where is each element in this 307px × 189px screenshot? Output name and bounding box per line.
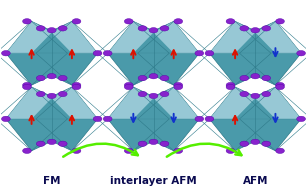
Text: AFM: AFM	[243, 176, 269, 186]
Circle shape	[160, 91, 169, 97]
Circle shape	[58, 91, 67, 97]
Polygon shape	[108, 87, 199, 151]
Circle shape	[47, 139, 56, 145]
Polygon shape	[209, 87, 255, 119]
Circle shape	[262, 26, 271, 31]
Circle shape	[138, 91, 147, 97]
Circle shape	[160, 141, 169, 146]
Circle shape	[124, 84, 133, 90]
Circle shape	[297, 116, 305, 122]
Circle shape	[160, 26, 169, 31]
Circle shape	[276, 148, 284, 153]
Circle shape	[240, 75, 249, 81]
Polygon shape	[154, 21, 199, 53]
Circle shape	[226, 84, 235, 90]
Circle shape	[36, 26, 45, 31]
Circle shape	[124, 82, 133, 88]
Circle shape	[72, 84, 81, 90]
Circle shape	[138, 26, 147, 31]
Circle shape	[276, 19, 284, 24]
Circle shape	[36, 141, 45, 146]
Circle shape	[103, 116, 112, 122]
Circle shape	[47, 28, 56, 33]
Circle shape	[240, 91, 249, 97]
Circle shape	[174, 19, 183, 24]
Polygon shape	[255, 21, 301, 53]
Circle shape	[174, 148, 183, 153]
FancyArrowPatch shape	[63, 144, 138, 157]
Circle shape	[262, 91, 271, 97]
Circle shape	[138, 141, 147, 146]
Circle shape	[23, 82, 31, 88]
Circle shape	[226, 82, 235, 88]
Circle shape	[72, 19, 81, 24]
Circle shape	[124, 148, 133, 153]
Text: interlayer AFM: interlayer AFM	[110, 176, 197, 186]
Circle shape	[262, 141, 271, 146]
Circle shape	[149, 74, 158, 79]
Circle shape	[58, 75, 67, 81]
Polygon shape	[6, 21, 98, 85]
Polygon shape	[108, 21, 154, 53]
Circle shape	[297, 50, 305, 56]
Circle shape	[174, 82, 183, 88]
Circle shape	[240, 26, 249, 31]
Circle shape	[2, 50, 10, 56]
Circle shape	[93, 50, 102, 56]
Circle shape	[226, 19, 235, 24]
Polygon shape	[6, 87, 98, 151]
Circle shape	[36, 91, 45, 97]
Polygon shape	[255, 87, 301, 119]
Circle shape	[93, 116, 102, 122]
Circle shape	[23, 19, 31, 24]
Polygon shape	[209, 21, 301, 85]
Circle shape	[226, 148, 235, 153]
Circle shape	[103, 50, 112, 56]
Circle shape	[58, 26, 67, 31]
Circle shape	[47, 74, 56, 79]
Circle shape	[251, 139, 260, 145]
Polygon shape	[6, 21, 52, 53]
Polygon shape	[52, 87, 98, 119]
Circle shape	[262, 75, 271, 81]
Circle shape	[47, 93, 56, 99]
Circle shape	[195, 116, 204, 122]
Circle shape	[205, 116, 214, 122]
Circle shape	[205, 50, 214, 56]
Circle shape	[251, 93, 260, 99]
Circle shape	[149, 93, 158, 99]
Circle shape	[276, 82, 284, 88]
Circle shape	[251, 74, 260, 79]
Polygon shape	[154, 87, 199, 119]
Circle shape	[72, 82, 81, 88]
Polygon shape	[108, 87, 154, 119]
Polygon shape	[209, 21, 255, 53]
Circle shape	[36, 75, 45, 81]
Circle shape	[149, 28, 158, 33]
FancyArrowPatch shape	[167, 144, 242, 157]
Polygon shape	[209, 87, 301, 151]
Circle shape	[276, 84, 284, 90]
Text: FM: FM	[43, 176, 60, 186]
Circle shape	[174, 84, 183, 90]
Polygon shape	[6, 87, 52, 119]
Circle shape	[251, 28, 260, 33]
Polygon shape	[108, 21, 199, 85]
Circle shape	[124, 19, 133, 24]
Circle shape	[195, 50, 204, 56]
Circle shape	[23, 148, 31, 153]
Circle shape	[149, 139, 158, 145]
Circle shape	[72, 148, 81, 153]
Circle shape	[160, 75, 169, 81]
Circle shape	[23, 84, 31, 90]
Circle shape	[240, 141, 249, 146]
Polygon shape	[52, 21, 98, 53]
Circle shape	[58, 141, 67, 146]
Circle shape	[138, 75, 147, 81]
Circle shape	[2, 116, 10, 122]
